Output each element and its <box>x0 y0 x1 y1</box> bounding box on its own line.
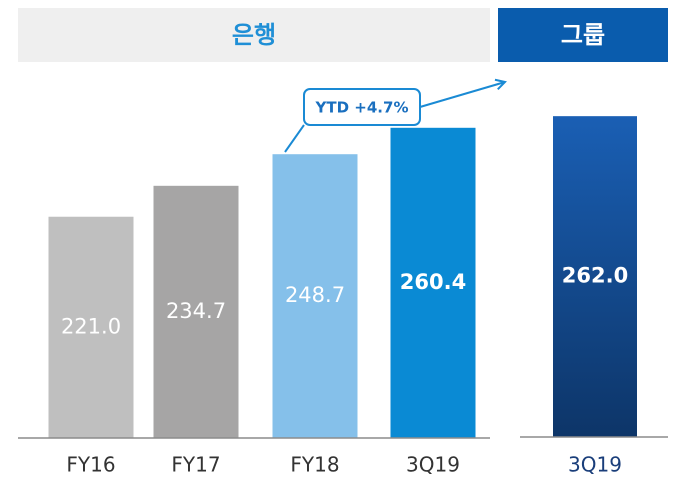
x-tick-label: FY16 <box>66 453 115 477</box>
bank-header <box>18 8 490 62</box>
value-label: 260.4 <box>400 270 466 294</box>
x-tick-label: FY18 <box>290 453 339 477</box>
value-label: 234.7 <box>166 299 226 323</box>
group-header <box>498 8 668 62</box>
x-tick-label: FY17 <box>171 453 220 477</box>
value-label: 248.7 <box>285 283 345 307</box>
group-title: 그룹 <box>561 21 605 49</box>
bank-title: 은행 <box>232 21 276 49</box>
bar <box>272 154 358 438</box>
annotation-arrow <box>419 82 505 108</box>
annotation: YTD +4.7% <box>315 99 409 117</box>
value-label: 221.0 <box>61 314 121 338</box>
annotation-line <box>284 124 305 153</box>
x-tick-label: 3Q19 <box>568 453 622 477</box>
annotation-box <box>303 88 421 126</box>
x-tick-label: 3Q19 <box>406 453 460 477</box>
bar <box>390 127 476 438</box>
bar <box>48 216 134 438</box>
value-label: 262.0 <box>562 264 628 288</box>
bar <box>553 116 637 438</box>
bar <box>153 185 239 438</box>
